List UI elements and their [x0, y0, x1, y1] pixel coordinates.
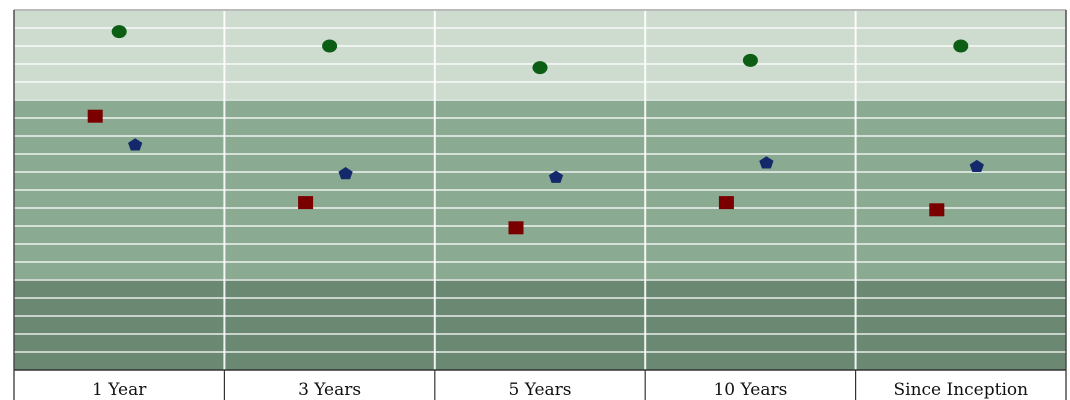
point-pentagon [548, 170, 564, 183]
category-label: Since Inception [893, 380, 1028, 400]
point-pentagon [338, 167, 353, 180]
point-square [718, 196, 734, 210]
band-bottom [14, 279, 1066, 370]
point-circle [742, 53, 758, 67]
point-pentagon [969, 159, 984, 173]
chart-frame [13, 9, 1067, 400]
point-pentagon [128, 138, 143, 151]
category-labels: 1 Year 3 Years 5 Years 10 Years Since Incept… [92, 380, 1028, 400]
band-middle [14, 99, 1066, 279]
point-circle [953, 39, 969, 53]
category-label: 10 Years [713, 380, 787, 400]
point-square [298, 196, 314, 210]
category-label: 3 Years [298, 380, 361, 400]
point-circle [111, 25, 127, 39]
band-top [14, 10, 1066, 99]
point-circle [322, 39, 338, 53]
chart-background-bands [14, 10, 1066, 370]
category-label: 5 Years [508, 380, 571, 400]
category-label: 1 Year [92, 380, 147, 400]
chart-gridlines [14, 27, 1066, 353]
point-square [929, 203, 945, 217]
point-square [508, 221, 524, 235]
chart-points [87, 25, 984, 235]
point-circle [532, 61, 548, 75]
point-pentagon [759, 156, 774, 169]
point-square [87, 109, 103, 123]
category-separators [223, 10, 857, 400]
